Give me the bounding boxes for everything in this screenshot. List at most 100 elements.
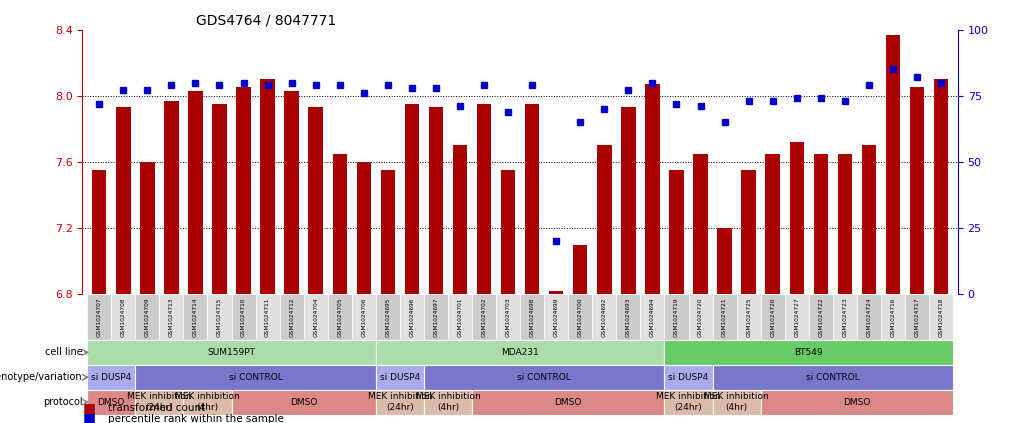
Text: MEK inhibition
(4hr): MEK inhibition (4hr) — [705, 393, 769, 412]
Bar — [790, 142, 804, 294]
Text: GSM1024700: GSM1024700 — [578, 297, 583, 337]
FancyBboxPatch shape — [664, 390, 713, 415]
FancyBboxPatch shape — [328, 294, 352, 340]
FancyBboxPatch shape — [785, 294, 809, 340]
Text: MEK inhibition
(4hr): MEK inhibition (4hr) — [416, 393, 480, 412]
FancyBboxPatch shape — [400, 294, 424, 340]
Text: cell line: cell line — [44, 347, 82, 357]
Text: GSM1024714: GSM1024714 — [193, 297, 198, 337]
Text: GSM1024711: GSM1024711 — [265, 297, 270, 337]
FancyBboxPatch shape — [111, 294, 135, 340]
FancyBboxPatch shape — [616, 294, 641, 340]
Text: BT549: BT549 — [794, 348, 823, 357]
Text: GSM1024724: GSM1024724 — [866, 297, 871, 337]
Bar — [909, 88, 924, 294]
Bar — [621, 107, 636, 294]
Text: si DUSP4: si DUSP4 — [380, 373, 420, 382]
FancyBboxPatch shape — [279, 294, 304, 340]
Bar — [670, 170, 684, 294]
Bar — [742, 170, 756, 294]
FancyBboxPatch shape — [929, 294, 953, 340]
Text: GSM1024722: GSM1024722 — [818, 297, 823, 337]
Text: GSM1024723: GSM1024723 — [843, 297, 848, 337]
Text: GSM1024720: GSM1024720 — [698, 297, 703, 337]
Bar — [428, 107, 443, 294]
FancyBboxPatch shape — [424, 294, 448, 340]
Text: DMSO: DMSO — [554, 398, 582, 407]
FancyBboxPatch shape — [688, 294, 713, 340]
Text: GSM1024696: GSM1024696 — [409, 297, 414, 337]
Bar — [645, 84, 659, 294]
Bar — [549, 291, 563, 294]
Text: GSM1024725: GSM1024725 — [746, 297, 751, 337]
FancyBboxPatch shape — [761, 390, 953, 415]
Bar — [934, 79, 949, 294]
Text: GSM1024710: GSM1024710 — [241, 297, 246, 337]
Bar — [333, 154, 347, 294]
FancyBboxPatch shape — [857, 294, 881, 340]
Text: si CONTROL: si CONTROL — [229, 373, 282, 382]
FancyBboxPatch shape — [472, 294, 496, 340]
Bar — [525, 104, 540, 294]
Bar — [164, 101, 178, 294]
FancyBboxPatch shape — [88, 294, 111, 340]
FancyBboxPatch shape — [376, 294, 400, 340]
Text: MEK inhibition
(24hr): MEK inhibition (24hr) — [656, 393, 721, 412]
Text: GSM1024706: GSM1024706 — [362, 297, 367, 337]
Text: GSM1024693: GSM1024693 — [626, 297, 631, 337]
Text: GSM1024717: GSM1024717 — [915, 297, 920, 337]
FancyBboxPatch shape — [881, 294, 905, 340]
Text: GSM1024713: GSM1024713 — [169, 297, 174, 337]
FancyBboxPatch shape — [496, 294, 520, 340]
FancyBboxPatch shape — [569, 294, 592, 340]
FancyBboxPatch shape — [520, 294, 544, 340]
FancyBboxPatch shape — [713, 294, 736, 340]
FancyBboxPatch shape — [376, 365, 424, 390]
Text: ■: ■ — [82, 401, 96, 415]
Text: MEK inhibition
(24hr): MEK inhibition (24hr) — [368, 393, 433, 412]
FancyBboxPatch shape — [160, 294, 183, 340]
Text: GDS4764 / 8047771: GDS4764 / 8047771 — [197, 13, 337, 27]
Bar — [886, 35, 900, 294]
FancyBboxPatch shape — [232, 390, 376, 415]
Bar — [477, 104, 491, 294]
Bar — [765, 154, 780, 294]
Bar — [284, 91, 299, 294]
Bar — [501, 170, 515, 294]
Text: GSM1024701: GSM1024701 — [457, 297, 462, 337]
Text: MEK inhibition
(24hr): MEK inhibition (24hr) — [127, 393, 192, 412]
Text: MEK inhibition
(4hr): MEK inhibition (4hr) — [175, 393, 240, 412]
FancyBboxPatch shape — [88, 340, 376, 365]
Bar — [862, 146, 877, 294]
FancyBboxPatch shape — [135, 294, 160, 340]
Bar — [236, 88, 250, 294]
Text: genotype/variation: genotype/variation — [0, 372, 82, 382]
Text: GSM1024694: GSM1024694 — [650, 297, 655, 337]
FancyBboxPatch shape — [88, 365, 135, 390]
Text: si DUSP4: si DUSP4 — [668, 373, 709, 382]
FancyBboxPatch shape — [88, 390, 135, 415]
Text: GSM1024726: GSM1024726 — [770, 297, 776, 337]
Bar — [92, 170, 106, 294]
FancyBboxPatch shape — [424, 390, 472, 415]
FancyBboxPatch shape — [207, 294, 232, 340]
Bar — [261, 79, 275, 294]
FancyBboxPatch shape — [232, 294, 255, 340]
FancyBboxPatch shape — [472, 390, 664, 415]
Text: percentile rank within the sample: percentile rank within the sample — [108, 414, 284, 423]
Text: GSM1024703: GSM1024703 — [506, 297, 511, 337]
Bar — [453, 146, 468, 294]
Text: GSM1024704: GSM1024704 — [313, 297, 318, 337]
Bar — [381, 170, 396, 294]
Text: DMSO: DMSO — [844, 398, 870, 407]
Bar — [309, 107, 323, 294]
FancyBboxPatch shape — [448, 294, 472, 340]
Text: GSM1024712: GSM1024712 — [289, 297, 295, 337]
Text: GSM1024709: GSM1024709 — [145, 297, 149, 337]
Bar — [356, 162, 371, 294]
FancyBboxPatch shape — [664, 340, 953, 365]
Bar — [597, 146, 612, 294]
Text: GSM1024707: GSM1024707 — [97, 297, 102, 337]
Bar — [116, 107, 131, 294]
Text: GSM1024708: GSM1024708 — [121, 297, 126, 337]
